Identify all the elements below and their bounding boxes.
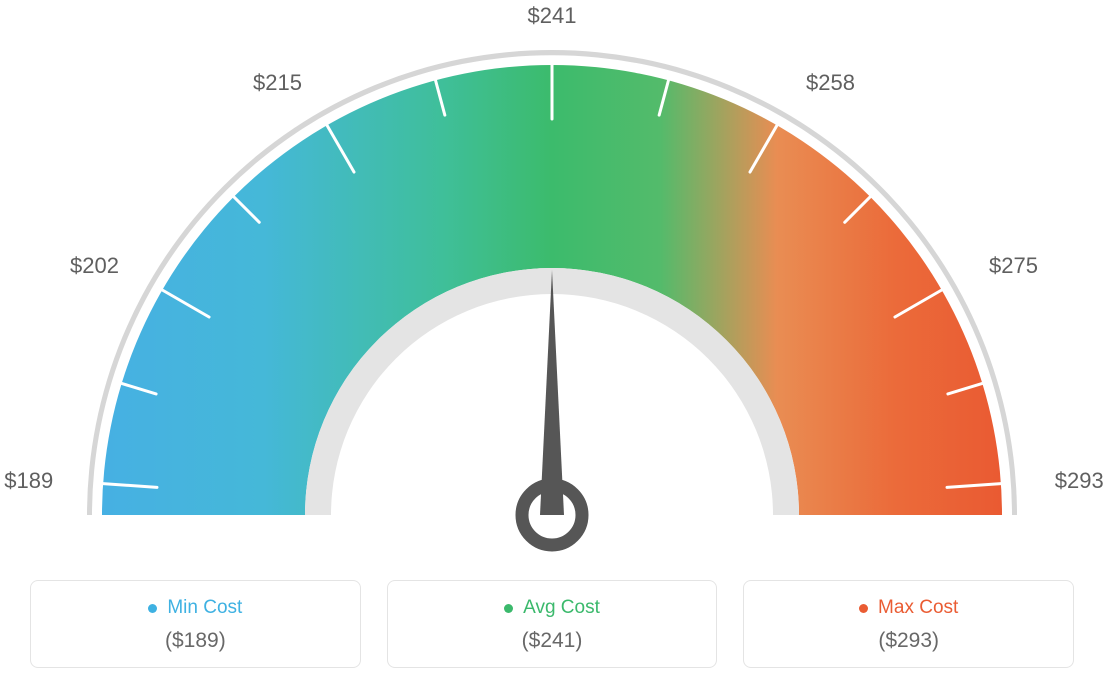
legend-title-min: Min Cost [148, 597, 242, 619]
legend-title-avg: Avg Cost [504, 597, 600, 619]
scale-label: $293 [1055, 468, 1104, 494]
legend-label: Avg Cost [523, 597, 600, 619]
legend-value: ($241) [398, 629, 707, 653]
dot-icon [504, 604, 513, 613]
legend-card-avg: Avg Cost ($241) [387, 580, 718, 668]
scale-label: $275 [989, 253, 1038, 279]
cost-gauge: $189 $202 $215 $241 $258 $275 $293 [0, 0, 1104, 570]
gauge-svg [0, 0, 1104, 570]
legend-value: ($293) [754, 629, 1063, 653]
scale-label: $189 [4, 468, 53, 494]
scale-label: $258 [806, 70, 855, 96]
legend-value: ($189) [41, 629, 350, 653]
scale-label: $215 [253, 70, 302, 96]
dot-icon [148, 604, 157, 613]
dot-icon [859, 604, 868, 613]
legend-card-max: Max Cost ($293) [743, 580, 1074, 668]
legend-card-min: Min Cost ($189) [30, 580, 361, 668]
legend-title-max: Max Cost [859, 597, 958, 619]
legend-label: Min Cost [167, 597, 242, 619]
scale-label: $202 [70, 253, 119, 279]
legend-row: Min Cost ($189) Avg Cost ($241) Max Cost… [30, 580, 1074, 668]
scale-label: $241 [528, 3, 577, 29]
legend-label: Max Cost [878, 597, 958, 619]
